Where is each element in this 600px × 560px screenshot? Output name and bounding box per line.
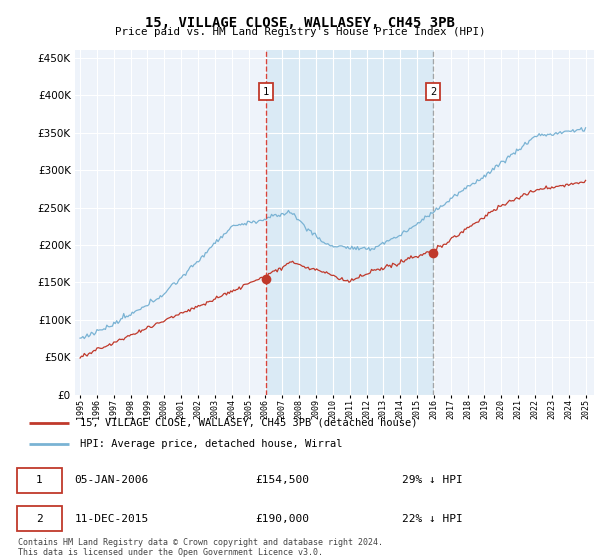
Text: 11-DEC-2015: 11-DEC-2015 (74, 514, 149, 524)
Bar (266, 50, 433, 395)
FancyBboxPatch shape (17, 468, 62, 493)
Text: 1: 1 (263, 87, 269, 96)
Text: 2: 2 (430, 87, 436, 96)
Text: 29% ↓ HPI: 29% ↓ HPI (401, 475, 462, 486)
Text: 22% ↓ HPI: 22% ↓ HPI (401, 514, 462, 524)
FancyBboxPatch shape (17, 506, 62, 531)
Text: Price paid vs. HM Land Registry's House Price Index (HPI): Price paid vs. HM Land Registry's House … (115, 27, 485, 37)
Text: 15, VILLAGE CLOSE, WALLASEY, CH45 3PB (detached house): 15, VILLAGE CLOSE, WALLASEY, CH45 3PB (d… (80, 418, 418, 428)
Text: £190,000: £190,000 (255, 514, 309, 524)
Text: 15, VILLAGE CLOSE, WALLASEY, CH45 3PB: 15, VILLAGE CLOSE, WALLASEY, CH45 3PB (145, 16, 455, 30)
Text: 1: 1 (36, 475, 43, 486)
Text: HPI: Average price, detached house, Wirral: HPI: Average price, detached house, Wirr… (80, 439, 343, 449)
Text: £154,500: £154,500 (255, 475, 309, 486)
Text: Contains HM Land Registry data © Crown copyright and database right 2024.
This d: Contains HM Land Registry data © Crown c… (18, 538, 383, 557)
Text: 05-JAN-2006: 05-JAN-2006 (74, 475, 149, 486)
Text: 2: 2 (36, 514, 43, 524)
